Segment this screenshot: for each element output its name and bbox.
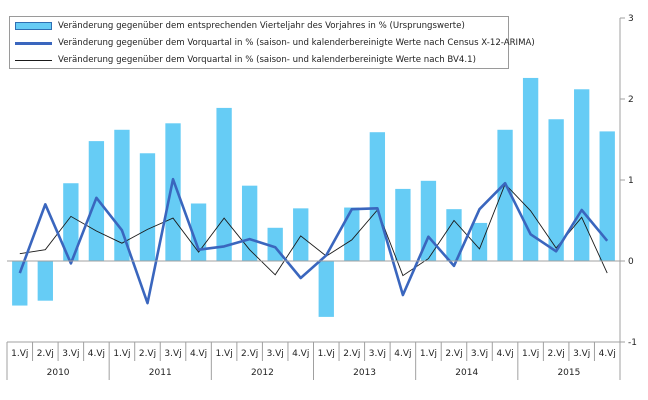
x-tick-label: 4.Vj <box>394 349 411 359</box>
bar <box>522 77 539 261</box>
x-axis-labels: 1.Vj 2.Vj 3.Vj 4.Vj 1.Vj 2.Vj 3.Vj 4.Vj 1.Vj 2.Vj… <box>6 342 621 380</box>
year-label: 2011 <box>149 368 172 378</box>
bar <box>395 188 411 261</box>
bar <box>344 207 360 261</box>
legend-item-bv41: Veränderung gegenüber dem Vorquartal in … <box>10 52 476 68</box>
bar <box>216 107 232 261</box>
legend-item-bar: Veränderung gegenüber dem entsprechenden… <box>10 18 465 34</box>
legend-label-bar: Veränderung gegenüber dem entsprechenden… <box>58 21 465 31</box>
x-tick-label: 1.Vj <box>318 349 335 359</box>
legend-label-bv41: Veränderung gegenüber dem Vorquartal in … <box>58 55 476 65</box>
bar <box>139 153 156 261</box>
legend-label-x12arima: Veränderung gegenüber dem Vorquartal in … <box>58 38 535 48</box>
bar <box>165 123 181 261</box>
x-tick-label: 3.Vj <box>471 349 488 359</box>
bar <box>369 132 386 261</box>
legend-swatch-bar <box>15 22 52 30</box>
y-tick-label: 1 <box>628 176 634 186</box>
x-tick-label: 3.Vj <box>369 349 386 359</box>
year-label: 2013 <box>353 368 376 378</box>
x-tick-label: 2.Vj <box>37 349 54 359</box>
year-label: 2014 <box>455 368 478 378</box>
x-tick-label: 1.Vj <box>113 349 130 359</box>
line-x12arima <box>18 177 609 305</box>
line-bv41 <box>19 183 608 277</box>
y-axis-ticks: -1 0 1 2 3 <box>620 14 637 348</box>
x-tick-label: 4.Vj <box>190 349 207 359</box>
bar <box>471 222 488 261</box>
year-label: 2012 <box>251 368 274 378</box>
bar <box>63 183 79 261</box>
x-tick-label: 1.Vj <box>420 349 437 359</box>
x-tick-label: 1.Vj <box>215 349 232 359</box>
bar <box>446 209 462 261</box>
bar <box>548 119 564 261</box>
y-tick-label: 3 <box>628 14 634 24</box>
legend: Veränderung gegenüber dem entsprechenden… <box>9 16 535 69</box>
bar <box>599 131 615 261</box>
x-tick-label: 2.Vj <box>445 349 462 359</box>
x-tick-label: 2.Vj <box>343 349 360 359</box>
x-tick-label: 4.Vj <box>88 349 105 359</box>
legend-item-x12arima: Veränderung gegenüber dem Vorquartal in … <box>10 35 535 51</box>
bar <box>574 89 590 261</box>
bar <box>12 261 28 306</box>
x-tick-label: 2.Vj <box>548 349 565 359</box>
x-tick-label: 4.Vj <box>292 349 309 359</box>
x-tick-label: 4.Vj <box>599 349 616 359</box>
year-label: 2015 <box>557 368 580 378</box>
bar <box>114 129 130 261</box>
x-tick-label: 1.Vj <box>11 349 28 359</box>
bar <box>37 261 53 301</box>
legend-swatch-thick-line <box>15 41 52 45</box>
bar <box>318 261 334 317</box>
line-series <box>18 177 609 305</box>
bar <box>497 129 513 261</box>
year-label: 2010 <box>47 368 70 378</box>
bar-series <box>12 77 615 317</box>
x-tick-label: 3.Vj <box>267 349 284 359</box>
bar <box>293 208 309 261</box>
x-tick-label: 1.Vj <box>522 349 539 359</box>
y-tick-label: -1 <box>628 338 637 348</box>
x-tick-label: 4.Vj <box>496 349 513 359</box>
y-tick-label: 2 <box>628 95 634 105</box>
y-tick-label: 0 <box>628 257 634 267</box>
legend-swatch-thin-line <box>15 59 52 61</box>
x-tick-label: 2.Vj <box>139 349 156 359</box>
x-tick-label: 3.Vj <box>573 349 590 359</box>
x-tick-label: 3.Vj <box>164 349 181 359</box>
x-tick-label: 2.Vj <box>241 349 258 359</box>
x-tick-label: 3.Vj <box>62 349 79 359</box>
bar <box>241 185 258 261</box>
